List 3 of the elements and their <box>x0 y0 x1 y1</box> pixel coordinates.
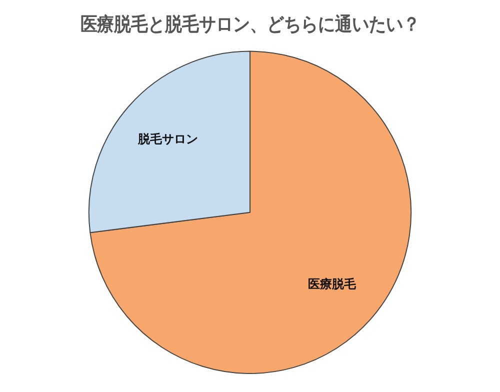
slice-label: 医療脱毛 <box>308 276 358 291</box>
chart-title: 医療脱毛と脱毛サロン、どちらに通いたい？ <box>80 13 420 36</box>
slice-label: 脱毛サロン <box>136 132 198 146</box>
